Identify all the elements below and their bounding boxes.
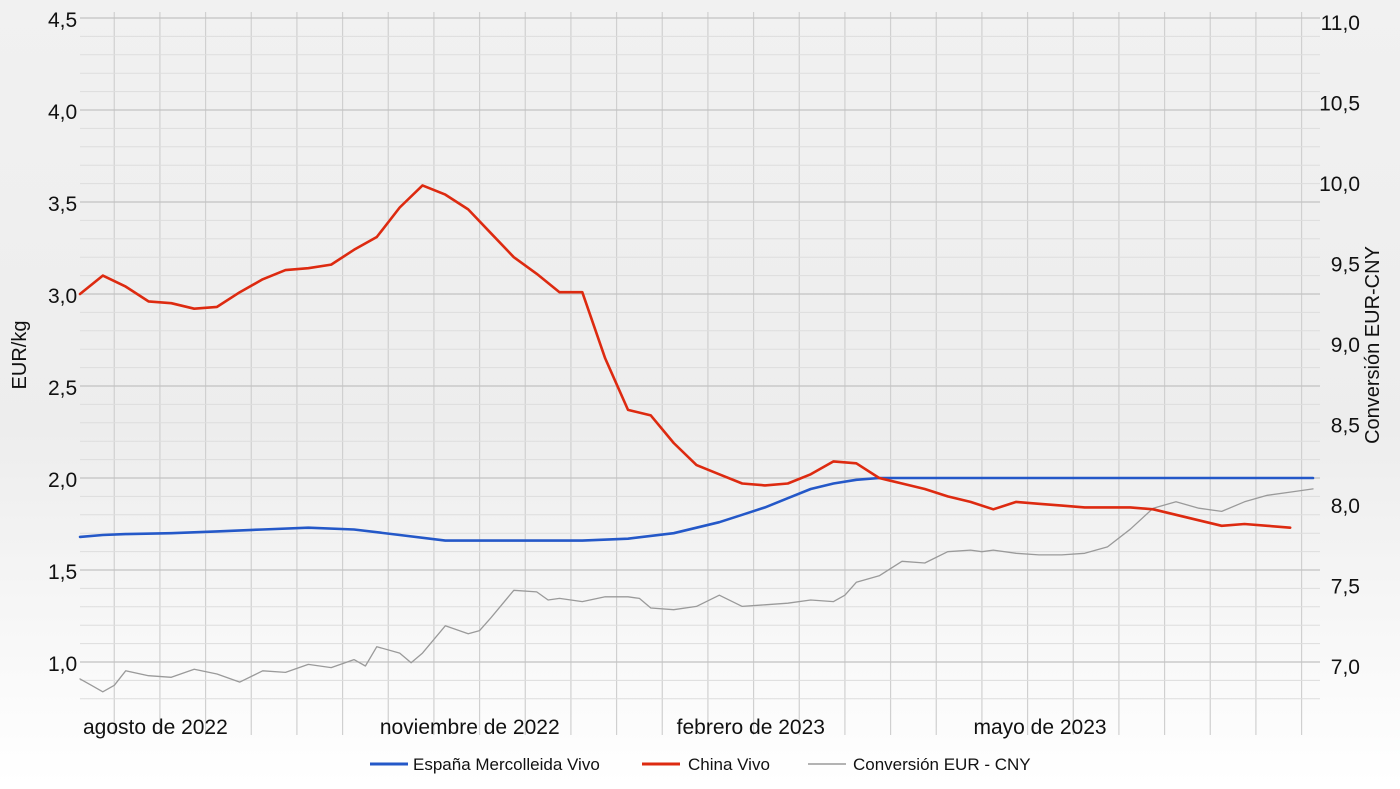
legend-label: China Vivo bbox=[688, 755, 770, 774]
left-axis-ticks: 1,0 1,5 2,0 2,5 3,0 3,5 4,0 4,5 bbox=[48, 9, 77, 676]
x-tick-label: mayo de 2023 bbox=[974, 716, 1107, 739]
x-tick-label: agosto de 2022 bbox=[83, 716, 228, 739]
right-axis-ticks: 7,0 7,5 8,0 8,5 9,0 9,5 10,0 10,5 11,0 bbox=[1319, 12, 1360, 679]
y-right-tick-label: 10,0 bbox=[1319, 173, 1360, 196]
y-right-tick-label: 7,5 bbox=[1331, 576, 1360, 599]
y-right-axis-label: Conversión EUR-CNY bbox=[1362, 246, 1384, 444]
y-right-tick-label: 10,5 bbox=[1319, 93, 1360, 116]
y-left-tick-label: 1,5 bbox=[48, 561, 77, 584]
y-left-axis-label: EUR/kg bbox=[9, 321, 31, 390]
legend-label: Conversión EUR - CNY bbox=[853, 755, 1031, 774]
y-right-tick-label: 11,0 bbox=[1321, 12, 1360, 35]
series-line-1 bbox=[78, 184, 1292, 530]
y-left-tick-label: 2,0 bbox=[48, 469, 77, 492]
y-right-tick-label: 7,0 bbox=[1331, 656, 1360, 679]
y-right-tick-label: 9,5 bbox=[1331, 254, 1360, 277]
y-left-tick-label: 3,0 bbox=[48, 285, 77, 308]
series-line-0 bbox=[78, 476, 1315, 542]
y-right-tick-label: 8,5 bbox=[1331, 415, 1360, 438]
series-layer bbox=[78, 184, 1315, 693]
x-axis-labels: agosto de 2022 noviembre de 2022 febrero d… bbox=[83, 716, 1107, 739]
series-line-2 bbox=[79, 488, 1314, 693]
y-right-tick-label: 9,0 bbox=[1331, 334, 1360, 357]
y-left-tick-label: 3,5 bbox=[48, 193, 77, 216]
legend-label: España Mercolleida Vivo bbox=[413, 755, 600, 774]
x-tick-label: febrero de 2023 bbox=[677, 716, 825, 739]
y-left-tick-label: 4,5 bbox=[48, 9, 77, 32]
legend: España Mercolleida Vivo China Vivo Convers… bbox=[370, 755, 1031, 774]
x-tick-label: noviembre de 2022 bbox=[380, 716, 560, 739]
y-right-tick-label: 8,0 bbox=[1331, 495, 1360, 518]
y-left-tick-label: 2,5 bbox=[48, 377, 77, 400]
y-left-tick-label: 4,0 bbox=[48, 101, 77, 124]
y-left-tick-label: 1,0 bbox=[48, 653, 77, 676]
grid-lines bbox=[80, 12, 1320, 735]
